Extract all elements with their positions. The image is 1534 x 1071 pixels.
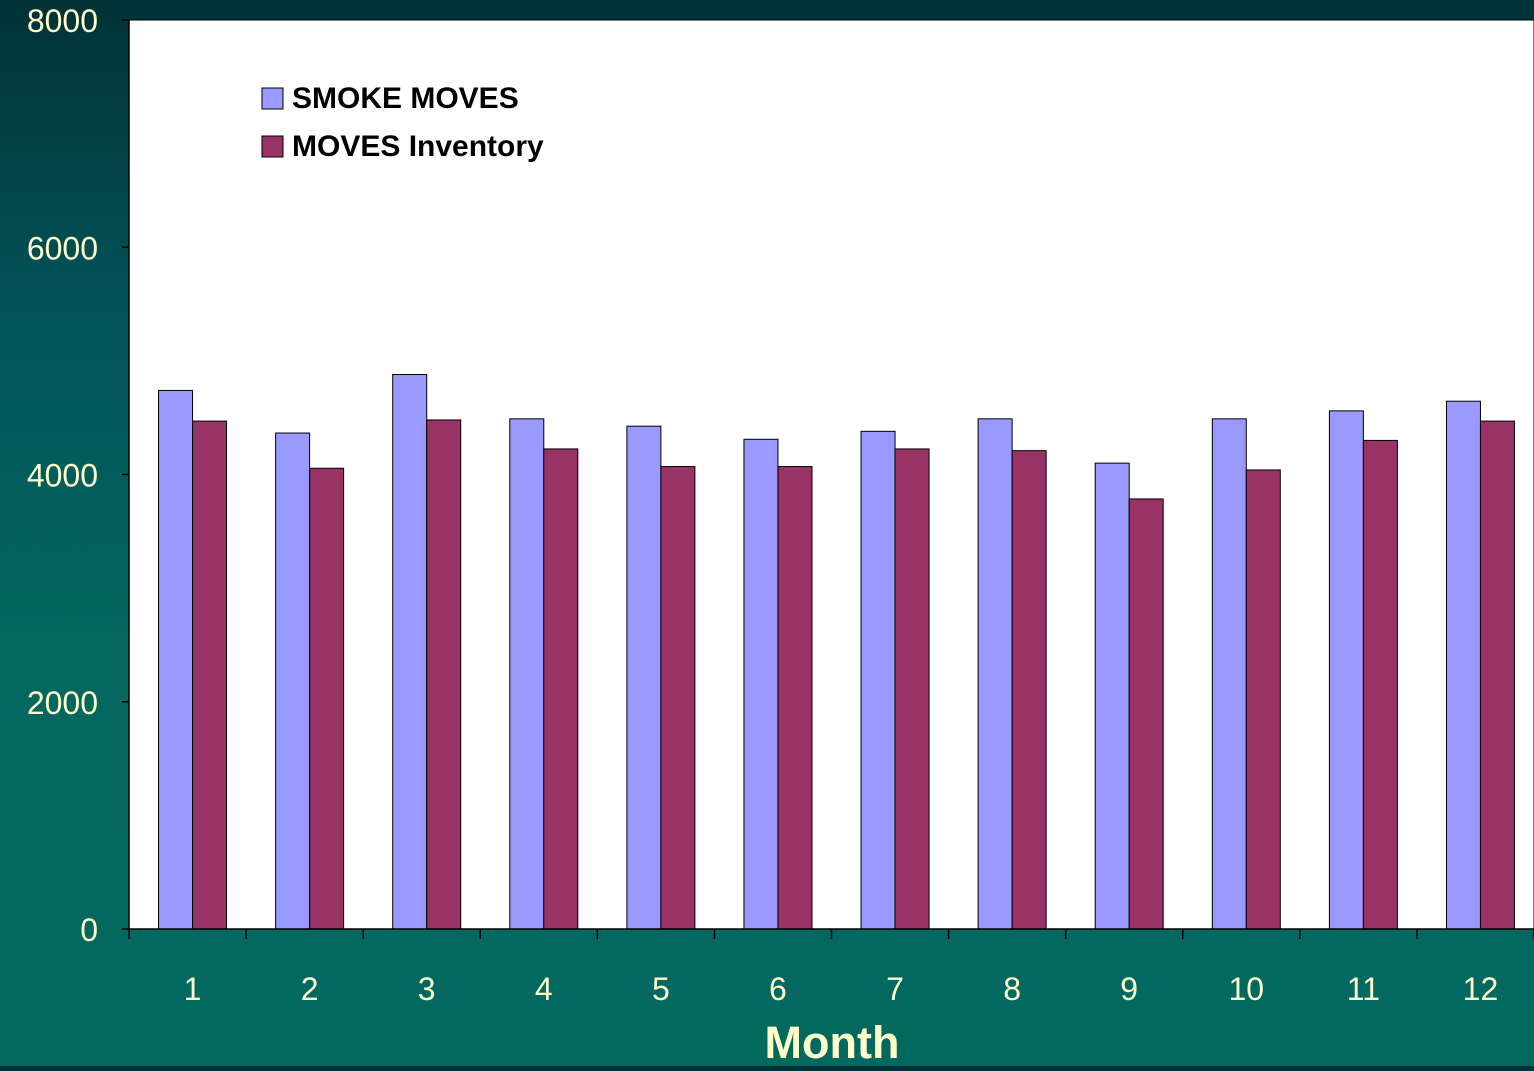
- bar-series0-month-11: [1328, 410, 1364, 930]
- legend-swatch-1: [261, 135, 284, 158]
- bar-series1-month-11: [1362, 439, 1398, 930]
- plot-area: [128, 19, 1534, 930]
- x-tick-label-3: 3: [418, 971, 436, 1007]
- bar-series1-month-3: [426, 419, 462, 930]
- axes-group: [122, 19, 1534, 939]
- x-tick-label-7: 7: [886, 971, 904, 1007]
- bar-series0-month-12: [1445, 400, 1481, 930]
- bar-series1-month-7: [894, 448, 930, 930]
- x-tick-label-6: 6: [769, 971, 787, 1007]
- legend-swatch-0: [261, 87, 284, 110]
- y-tick-label-2000: 2000: [27, 685, 98, 721]
- bar-series0-month-3: [392, 374, 428, 930]
- x-tick-label-12: 12: [1463, 971, 1499, 1007]
- x-tick-label-10: 10: [1228, 971, 1264, 1007]
- bar-series0-month-1: [158, 389, 194, 930]
- bars-group: [158, 374, 1515, 930]
- bar-series1-month-6: [777, 466, 813, 930]
- bar-series1-month-5: [660, 466, 696, 930]
- legend-item-1: MOVES Inventory: [261, 130, 544, 163]
- x-tick-label-2: 2: [301, 971, 319, 1007]
- legend: SMOKE MOVES MOVES Inventory: [261, 82, 544, 163]
- bar-series1-month-10: [1245, 469, 1281, 930]
- bar-series0-month-5: [626, 425, 662, 930]
- bar-series0-month-9: [1094, 462, 1130, 930]
- bar-series1-month-1: [192, 420, 228, 930]
- bar-series1-month-2: [309, 467, 345, 930]
- legend-item-0: SMOKE MOVES: [261, 82, 519, 115]
- bar-series1-month-4: [543, 448, 579, 930]
- x-tick-label-5: 5: [652, 971, 670, 1007]
- y-tick-label-6000: 6000: [27, 230, 98, 266]
- x-tick-label-1: 1: [184, 971, 202, 1007]
- x-tick-label-4: 4: [535, 971, 553, 1007]
- y-tick-label-4000: 4000: [27, 458, 98, 494]
- y-tick-label-8000: 8000: [27, 3, 98, 39]
- bar-series1-month-8: [1011, 450, 1047, 930]
- bar-series1-month-12: [1479, 420, 1515, 930]
- bar-series1-month-9: [1128, 498, 1164, 930]
- bar-series0-month-8: [977, 418, 1013, 930]
- bar-series0-month-2: [275, 432, 311, 930]
- y-tick-label-0: 0: [80, 912, 98, 948]
- bar-series0-month-6: [743, 438, 779, 930]
- legend-label-1: MOVES Inventory: [292, 130, 544, 163]
- x-tick-label-11: 11: [1347, 971, 1380, 1007]
- x-tick-label-9: 9: [1120, 971, 1138, 1007]
- bar-series0-month-7: [860, 430, 896, 930]
- x-tick-label-8: 8: [1003, 971, 1021, 1007]
- bar-series0-month-4: [509, 418, 545, 930]
- legend-label-0: SMOKE MOVES: [292, 82, 519, 115]
- bar-series0-month-10: [1211, 418, 1247, 930]
- x-axis-title: Month: [765, 1017, 900, 1066]
